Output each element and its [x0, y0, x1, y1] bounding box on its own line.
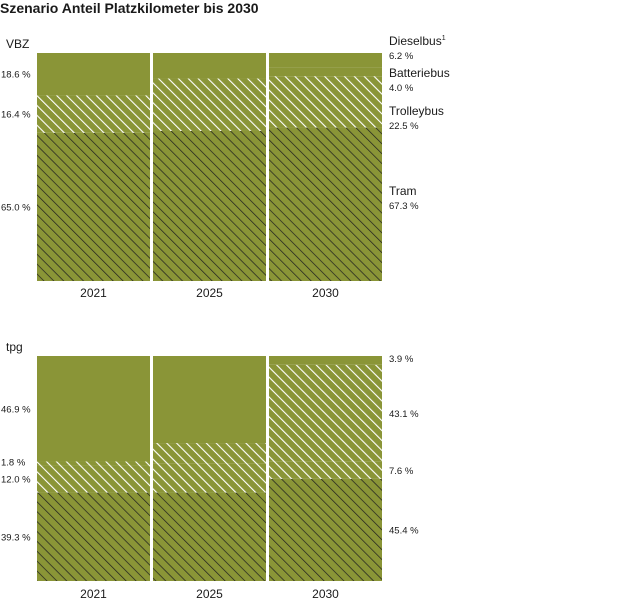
left-value-label: 1.8 %	[1, 458, 26, 469]
series-label-batteriebus: Batteriebus	[389, 66, 450, 80]
category-label-2021: 2021	[80, 587, 107, 600]
bar-segment-batteriebus-2021	[37, 461, 150, 466]
chart-title: Szenario Anteil Platzkilometer bis 2030	[0, 0, 259, 16]
bar-segment-batteriebus-2030	[269, 67, 382, 77]
bar-segment-trolleybus-2021	[37, 465, 150, 493]
bar-segment-dieselbus-2021	[37, 356, 150, 462]
bar-segment-tram-2030	[269, 127, 382, 281]
series-value-dieselbus: 6.2 %	[389, 51, 414, 62]
right-value-label: 43.1 %	[389, 409, 419, 420]
bar-segment-tram-2021	[37, 492, 150, 581]
panel-vbz: VBZ 2021 2025 2030 18.6 % 16.4 % 65.0 % Dieselb…	[1, 34, 450, 300]
series-label-dieselbus: Dieselbus1	[389, 34, 446, 48]
panel-tpg: tpg 2021 2025 2030 46.9 % 1.8 % 12.0 % 39.3 % 3.…	[1, 340, 419, 600]
category-label-2025: 2025	[196, 286, 223, 300]
panel-label: tpg	[6, 340, 23, 354]
right-value-label: 7.6 %	[389, 466, 414, 477]
bar-segment-dieselbus-2025	[153, 356, 266, 444]
series-label-trolleybus: Trolleybus	[389, 104, 444, 118]
series-label-tram: Tram	[389, 184, 417, 198]
category-label-2025: 2025	[196, 587, 223, 600]
series-value-tram: 67.3 %	[389, 201, 419, 212]
category-label-2030: 2030	[312, 286, 339, 300]
bar-segment-dieselbus-2030	[269, 356, 382, 365]
left-value-label: 39.3 %	[1, 532, 31, 543]
bar-segment-batteriebus-2025	[153, 443, 266, 464]
bar-segment-dieselbus-2025	[153, 53, 266, 79]
bar-segment-tram-2025	[153, 130, 266, 281]
bar-segment-trolleybus-2021	[37, 95, 150, 133]
bar-segment-tram-2030	[269, 478, 382, 581]
bar-segment-batteriebus-2030	[269, 364, 382, 462]
left-value-label: 16.4 %	[1, 110, 31, 121]
bar-segment-dieselbus-2021	[37, 53, 150, 96]
right-value-label: 45.4 %	[389, 525, 419, 536]
left-value-label: 18.6 %	[1, 70, 31, 81]
series-value-trolleybus: 22.5 %	[389, 121, 419, 132]
category-label-2030: 2030	[312, 587, 339, 600]
bar-segment-trolleybus-2025	[153, 78, 266, 131]
left-value-label: 65.0 %	[1, 202, 31, 213]
bar-segment-dieselbus-2030	[269, 53, 382, 68]
left-value-label: 46.9 %	[1, 404, 31, 415]
series-value-batteriebus: 4.0 %	[389, 83, 414, 94]
right-value-label: 3.9 %	[389, 354, 414, 365]
bar-segment-trolleybus-2030	[269, 76, 382, 128]
bar-segment-trolleybus-2030	[269, 461, 382, 479]
category-label-2021: 2021	[80, 286, 107, 300]
bar-segment-tram-2021	[37, 132, 150, 281]
left-value-label: 12.0 %	[1, 475, 31, 486]
footnote-marker: 1	[442, 35, 446, 42]
bar-segment-tram-2025	[153, 492, 266, 581]
bar-segment-trolleybus-2025	[153, 463, 266, 493]
panel-label: VBZ	[6, 37, 29, 51]
